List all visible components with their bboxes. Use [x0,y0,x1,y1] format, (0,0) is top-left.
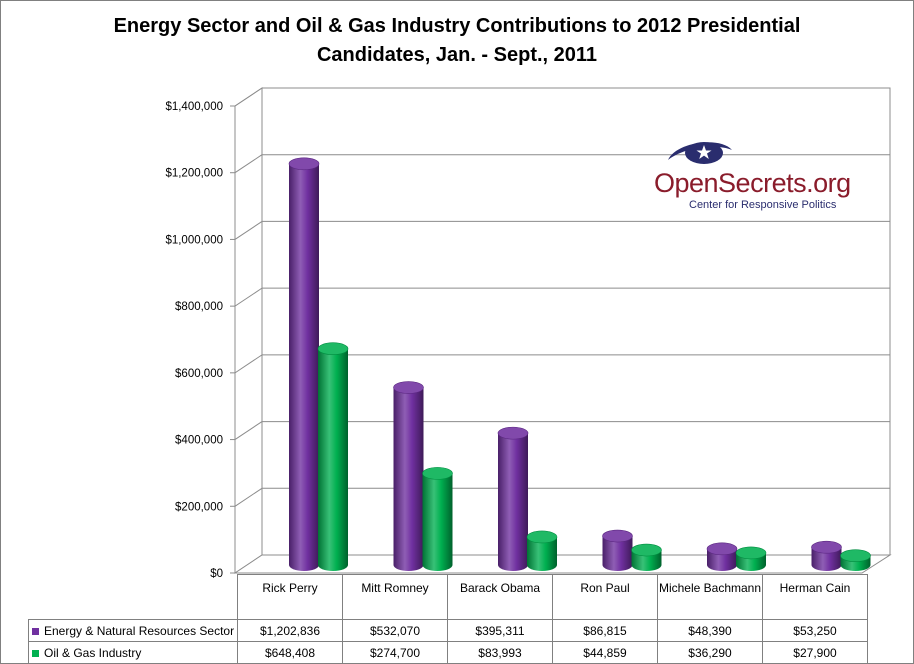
side-wall [234,87,263,574]
bar-top-energy-2 [497,426,529,440]
y-tick-label-0: $0 [210,568,223,580]
logo-wordmark: OpenSecrets.org [654,168,851,198]
gridline-side-6 [234,154,263,174]
bar-top-oilgas-5 [840,549,871,562]
gridline-side-5 [234,221,263,240]
bar-top-energy-3 [602,529,633,543]
chart-title: Energy Sector and Oil & Gas Industry Con… [0,12,914,70]
bar-top-oilgas-1 [422,467,453,480]
gridline-side-4 [234,287,263,307]
bar-top-oilgas-2 [526,530,558,544]
category-label-3: Ron Paul [552,574,658,620]
chart-title-line-1: Energy Sector and Oil & Gas Industry Con… [113,15,801,37]
bar-energy-3 [602,536,633,571]
y-tick-label-2: $400,000 [175,435,223,447]
data-table-category-row: Rick Perry Mitt Romney Barack Obama Ron … [29,574,868,620]
y-tick-label-4: $800,000 [175,301,223,313]
legend-entry-energy: Energy & Natural Resources Sector [28,619,238,642]
data-cell-energy-4: $48,390 [657,619,763,642]
bar-oilgas-0 [318,348,348,571]
bar-energy-2 [498,433,528,571]
logo-tagline: Center for Responsive Politics [689,199,837,211]
data-table: Rick Perry Mitt Romney Barack Obama Ron … [28,574,868,664]
gridline-side-7 [234,87,263,107]
data-cell-energy-1: $532,070 [342,619,448,642]
bar-top-oilgas-0 [317,342,349,356]
data-cell-oilgas-3: $44,859 [552,641,658,664]
category-label-5: Herman Cain [762,574,868,620]
category-label-2: Barack Obama [447,574,553,620]
bar-energy-0 [289,163,319,571]
y-tick-label-7: $1,400,000 [165,101,223,113]
gridline-side-3 [234,354,263,374]
category-label-4: Michele Bachmann [657,574,763,620]
chart-title-line-2: Candidates, Jan. - Sept., 2011 [316,44,598,66]
y-tick-label-1: $200,000 [175,501,223,513]
data-table-row-oilgas: Oil & Gas Industry $648,408 $274,700 $83… [28,641,868,664]
bar-top-energy-0 [288,157,320,171]
legend-key-oilgas [32,649,39,657]
bar-energy-5 [811,547,842,571]
data-cell-energy-5: $53,250 [762,619,868,642]
y-tick-label-5: $1,000,000 [165,234,223,246]
bar-top-energy-1 [393,381,424,394]
opensecrets-logo: OpenSecrets.org Center for Responsive Po… [646,138,864,216]
legend-entry-oilgas: Oil & Gas Industry [28,641,238,664]
bar-oilgas-2 [527,536,557,571]
data-cell-oilgas-1: $274,700 [342,641,448,664]
gridline-side-2 [234,421,263,440]
legend-label-oilgas: Oil & Gas Industry [44,645,142,660]
bar-top-oilgas-4 [735,546,767,560]
category-label-1: Mitt Romney [342,574,448,620]
y-tick-label-3: $600,000 [175,368,223,380]
bar-energy-4 [707,548,737,571]
data-cell-oilgas-4: $36,290 [657,641,763,664]
eye-icon [668,142,732,164]
data-cell-energy-2: $395,311 [447,619,553,642]
bar-oilgas-1 [422,473,453,571]
gridline-side-1 [234,487,263,507]
bar-top-energy-4 [706,542,738,556]
data-cell-oilgas-5: $27,900 [762,641,868,664]
data-cell-energy-3: $86,815 [552,619,658,642]
category-label-0: Rick Perry [237,574,343,620]
legend-key-energy [32,627,39,635]
data-cell-energy-0: $1,202,836 [237,619,343,642]
legend-label-energy: Energy & Natural Resources Sector [44,623,235,638]
data-cell-oilgas-0: $648,408 [237,641,343,664]
data-table-row-energy: Energy & Natural Resources Sector $1,202… [28,619,868,642]
data-table-corner [29,575,238,620]
data-cell-oilgas-2: $83,993 [447,641,553,664]
back-wall [261,87,891,556]
bar-top-energy-5 [811,540,842,554]
y-tick-label-6: $1,200,000 [165,168,223,180]
bar-top-oilgas-3 [631,543,662,557]
bar-energy-1 [393,387,424,571]
